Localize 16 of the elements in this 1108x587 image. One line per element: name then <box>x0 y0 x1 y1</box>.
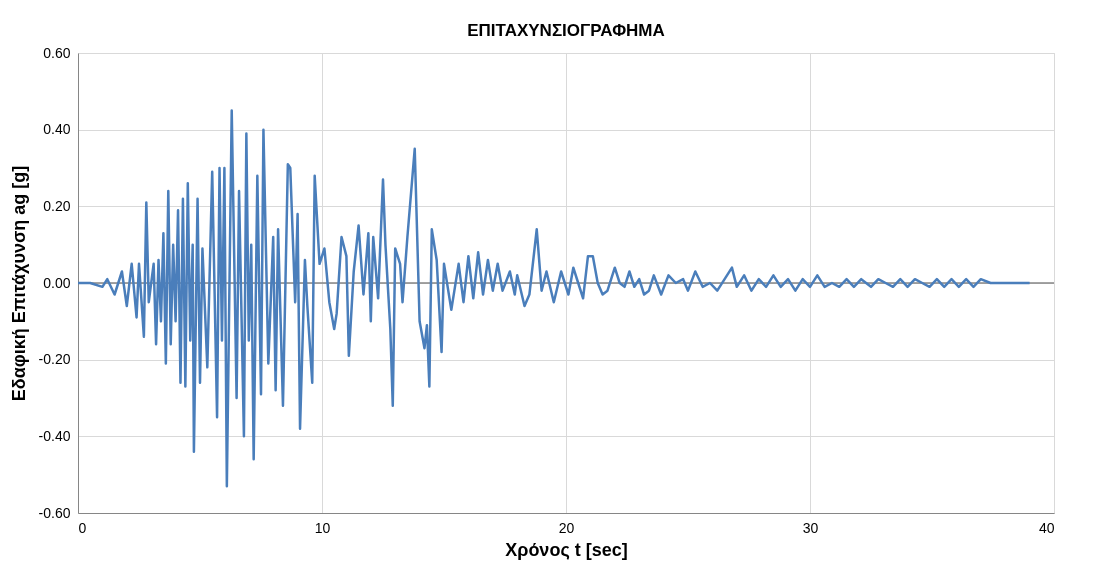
y-tick-label: -0.20 <box>38 351 71 368</box>
x-tick-label: 30 <box>802 519 819 536</box>
y-axis-title: Εδαφική Επιτάχυνση ag [g] <box>8 165 29 402</box>
y-tick-label: 0.60 <box>43 44 71 61</box>
y-tick-label: -0.40 <box>38 427 71 444</box>
x-tick-label: 10 <box>314 519 331 536</box>
y-tick-label: -0.60 <box>38 504 71 521</box>
y-tick-label: 0.00 <box>43 274 71 291</box>
x-axis-title: Χρόνος t [sec] <box>505 539 628 560</box>
x-tick-label: 0 <box>78 519 87 536</box>
y-tick-label: 0.20 <box>43 197 71 214</box>
y-tick-label: 0.40 <box>43 121 71 138</box>
chart-title: ΕΠΙΤΑΧΥΝΣΙΟΓΡΑΦΗΜΑ <box>467 21 665 40</box>
line-series <box>76 109 1031 488</box>
x-tick-label: 20 <box>558 519 575 536</box>
x-tick-label: 40 <box>1038 519 1055 536</box>
